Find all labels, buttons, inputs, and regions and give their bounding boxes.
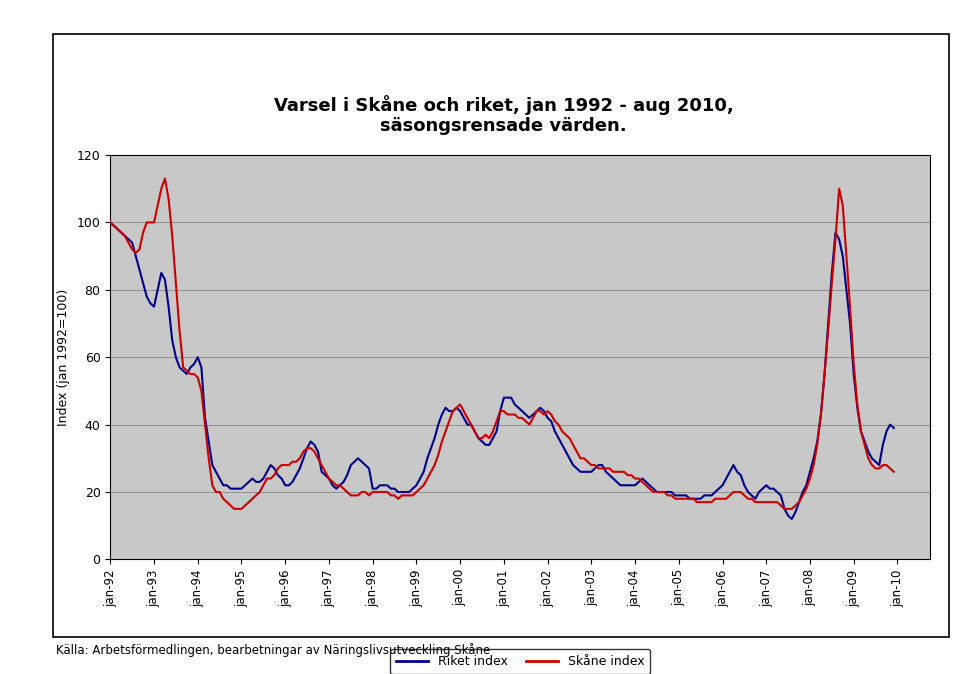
Text: Näringsliv Skåne: Näringsliv Skåne (64, 34, 176, 49)
Text: Varsel i Skåne och riket, jan 1992 - aug 2010,: Varsel i Skåne och riket, jan 1992 - aug… (273, 94, 734, 115)
Legend: Riket index, Skåne index: Riket index, Skåne index (390, 649, 650, 674)
Text: säsongsrensade värden.: säsongsrensade värden. (380, 117, 627, 135)
Y-axis label: Index (jan 1992=100): Index (jan 1992=100) (57, 288, 70, 426)
Text: Källa: Arbetsförmedlingen, bearbetningar av Näringslivsutveckling Skåne: Källa: Arbetsförmedlingen, bearbetningar… (56, 643, 490, 657)
